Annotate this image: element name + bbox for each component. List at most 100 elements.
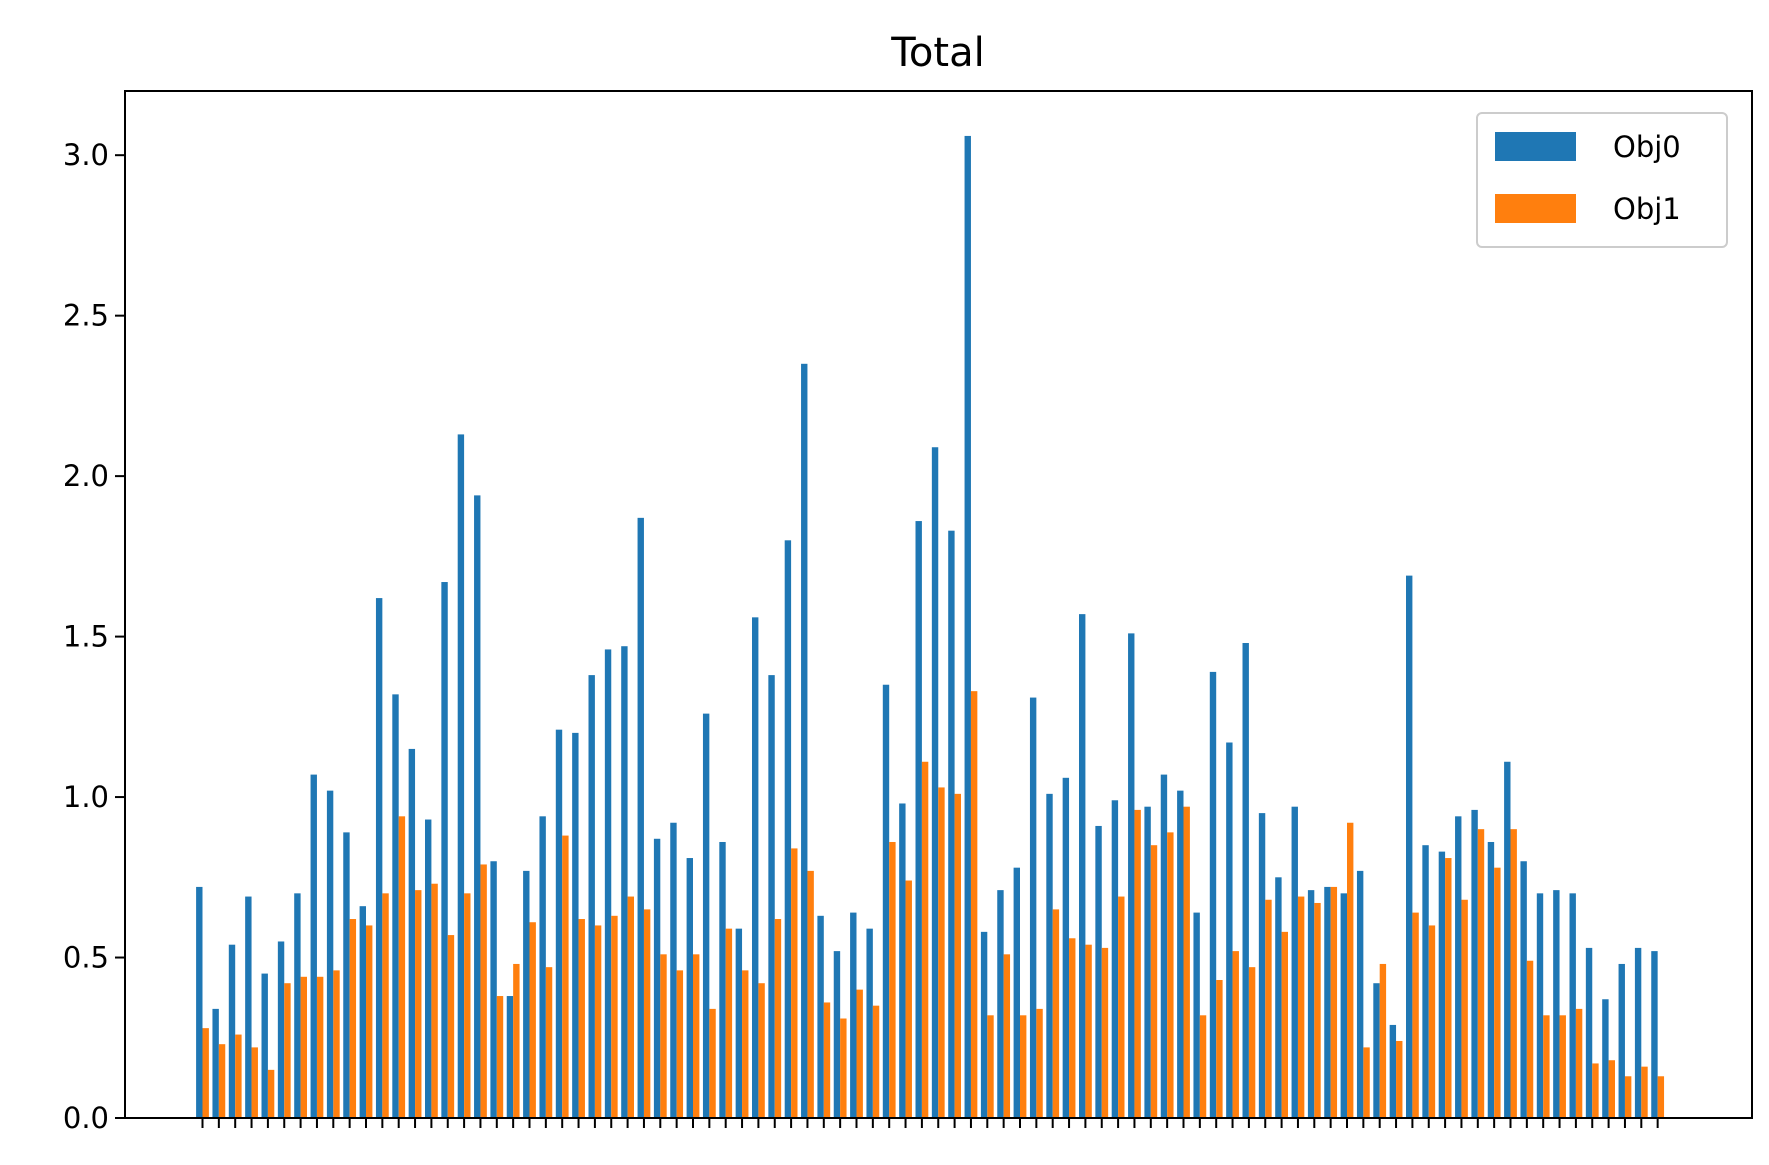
bar-obj1-79 xyxy=(1494,867,1501,1118)
bar-obj1-64 xyxy=(1248,967,1256,1118)
bar-obj0-36 xyxy=(784,540,792,1118)
bar-obj0-73 xyxy=(1389,1024,1397,1118)
bar-obj1-3 xyxy=(251,1047,258,1118)
bar-obj0-56 xyxy=(1111,800,1119,1118)
bar-obj1-89 xyxy=(1657,1076,1665,1118)
bar-obj0-84 xyxy=(1569,893,1576,1118)
bar-obj0-8 xyxy=(326,790,334,1118)
bar-obj1-58 xyxy=(1150,845,1158,1118)
y-axis: 0.0 0.5 1.0 1.5 2.0 2.5 3.0 xyxy=(63,138,125,1135)
bar-obj1-32 xyxy=(725,928,733,1118)
bar-obj0-60 xyxy=(1177,790,1184,1118)
bar-obj1-53 xyxy=(1069,938,1076,1118)
bar-obj1-25 xyxy=(611,915,618,1118)
bar-obj1-54 xyxy=(1085,944,1092,1118)
bar-obj1-19 xyxy=(513,963,520,1118)
y-tick-label-6: 3.0 xyxy=(63,138,109,172)
bar-obj1-76 xyxy=(1445,858,1452,1118)
bar-obj0-42 xyxy=(882,684,890,1118)
bar-obj0-13 xyxy=(408,748,416,1118)
bar-obj1-55 xyxy=(1101,947,1109,1118)
bar-obj0-6 xyxy=(294,893,301,1118)
bar-obj1-62 xyxy=(1216,980,1223,1118)
bar-obj0-3 xyxy=(245,896,252,1118)
y-tick-label-5: 2.5 xyxy=(63,299,109,333)
bar-obj1-68 xyxy=(1314,902,1321,1118)
bar-obj1-63 xyxy=(1232,951,1239,1118)
bar-obj0-83 xyxy=(1553,890,1560,1118)
bar-obj0-48 xyxy=(980,931,988,1118)
bar-obj1-72 xyxy=(1379,963,1387,1118)
bar-obj0-27 xyxy=(637,517,644,1118)
bar-obj1-24 xyxy=(594,925,602,1118)
bar-obj1-66 xyxy=(1281,931,1288,1118)
x-axis xyxy=(201,1118,1659,1128)
bar-obj0-21 xyxy=(539,816,546,1118)
bar-obj1-20 xyxy=(529,922,536,1118)
bar-obj1-43 xyxy=(905,880,912,1118)
bar-obj0-64 xyxy=(1242,643,1249,1118)
bar-obj0-66 xyxy=(1275,877,1282,1118)
bar-obj0-5 xyxy=(277,941,285,1118)
bar-obj0-38 xyxy=(817,915,824,1118)
bar-obj0-47 xyxy=(964,135,971,1118)
bar-obj0-51 xyxy=(1029,697,1037,1118)
bar-obj0-52 xyxy=(1046,793,1053,1118)
bar-obj1-12 xyxy=(398,816,406,1118)
legend-label-obj1: Obj1 xyxy=(1613,192,1681,226)
bar-obj0-46 xyxy=(948,530,955,1118)
bar-obj1-87 xyxy=(1624,1076,1632,1118)
bar-obj1-48 xyxy=(987,1015,994,1118)
bar-obj1-61 xyxy=(1199,1015,1207,1118)
bar-obj1-21 xyxy=(545,967,553,1118)
bar-obj0-81 xyxy=(1520,861,1527,1118)
y-tick-label-3: 1.5 xyxy=(63,620,109,654)
bar-obj1-0 xyxy=(202,1028,209,1118)
bar-obj1-1 xyxy=(218,1044,226,1118)
bar-obj1-2 xyxy=(235,1034,242,1118)
bar-obj0-50 xyxy=(1013,867,1020,1118)
bar-obj1-81 xyxy=(1526,960,1534,1118)
bar-obj0-76 xyxy=(1438,851,1446,1118)
bar-obj1-18 xyxy=(496,996,504,1118)
bar-obj0-86 xyxy=(1602,999,1609,1118)
bar-obj1-59 xyxy=(1167,832,1174,1118)
bar-obj1-56 xyxy=(1118,896,1125,1118)
bar-obj1-38 xyxy=(823,1002,831,1118)
bar-obj1-51 xyxy=(1036,1008,1043,1118)
bar-obj1-75 xyxy=(1428,925,1436,1118)
bar-obj1-84 xyxy=(1575,1008,1583,1118)
bar-obj0-80 xyxy=(1504,761,1511,1118)
bar-obj1-78 xyxy=(1477,829,1485,1118)
bar-obj1-17 xyxy=(480,864,487,1118)
bar-obj1-52 xyxy=(1052,909,1060,1118)
bar-obj1-67 xyxy=(1297,896,1305,1118)
bar-obj0-40 xyxy=(850,912,857,1118)
bar-obj1-26 xyxy=(627,896,634,1118)
bar-obj1-13 xyxy=(415,890,422,1118)
bar-obj1-9 xyxy=(349,919,357,1118)
bar-obj1-60 xyxy=(1183,806,1190,1118)
bar-obj0-44 xyxy=(915,521,922,1118)
bar-obj0-71 xyxy=(1356,870,1364,1118)
bar-obj0-54 xyxy=(1079,614,1086,1118)
bar-obj1-83 xyxy=(1559,1015,1566,1118)
bar-obj0-35 xyxy=(768,675,775,1118)
bar-obj1-6 xyxy=(300,976,307,1118)
bar-obj0-10 xyxy=(359,906,366,1118)
bar-obj0-14 xyxy=(425,819,432,1118)
bar-obj1-85 xyxy=(1592,1063,1599,1118)
bar-obj0-75 xyxy=(1422,845,1429,1118)
bar-obj1-57 xyxy=(1134,809,1141,1118)
bar-obj1-15 xyxy=(447,935,455,1118)
bar-obj0-18 xyxy=(490,861,497,1118)
bar-obj0-41 xyxy=(866,928,873,1118)
bar-obj0-49 xyxy=(997,890,1004,1118)
bar-obj1-70 xyxy=(1347,822,1354,1118)
bar-obj0-88 xyxy=(1634,947,1642,1118)
bar-obj0-58 xyxy=(1144,806,1151,1118)
bar-obj1-35 xyxy=(774,919,782,1118)
bar-obj0-32 xyxy=(719,841,726,1118)
bar-obj1-5 xyxy=(284,983,291,1118)
